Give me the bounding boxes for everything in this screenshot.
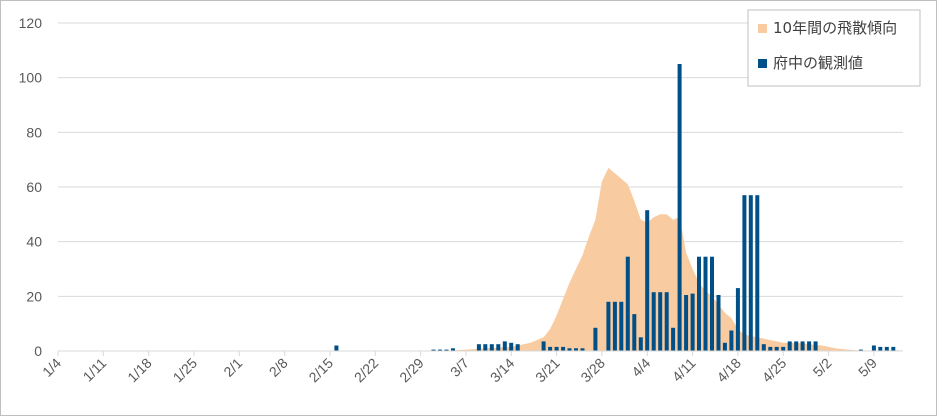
bar-observed bbox=[871, 345, 876, 351]
bar-observed bbox=[755, 195, 760, 351]
bar-observed bbox=[787, 341, 792, 351]
bar-observed bbox=[794, 341, 799, 351]
bar-observed bbox=[807, 341, 812, 351]
x-tick-label: 2/1 bbox=[220, 355, 245, 380]
bar-observed bbox=[884, 346, 889, 351]
bar-observed bbox=[858, 349, 863, 351]
x-tick-label: 1/18 bbox=[124, 355, 155, 386]
x-tick-label: 1/4 bbox=[39, 355, 64, 380]
x-tick-label: 2/8 bbox=[266, 355, 291, 380]
legend-swatch-trend bbox=[758, 24, 767, 33]
x-tick-label: 1/11 bbox=[80, 355, 110, 385]
bar-observed bbox=[716, 295, 721, 351]
bar-observed bbox=[567, 348, 572, 351]
bar-series-layer bbox=[334, 64, 896, 351]
bar-observed bbox=[651, 292, 656, 351]
x-tick-label: 3/21 bbox=[532, 355, 563, 386]
bar-observed bbox=[554, 346, 559, 351]
bar-observed bbox=[690, 293, 695, 351]
bar-observed bbox=[658, 292, 663, 351]
x-tick-label: 2/29 bbox=[396, 355, 427, 386]
x-tick-label: 4/25 bbox=[759, 355, 790, 386]
bar-observed bbox=[334, 345, 339, 351]
bar-observed bbox=[878, 346, 883, 351]
legend-label-trend: 10年間の飛散傾向 bbox=[773, 19, 897, 37]
bar-observed bbox=[671, 327, 676, 351]
bar-observed bbox=[496, 344, 501, 351]
legend-box bbox=[747, 9, 921, 87]
legend-swatch-observed bbox=[758, 59, 767, 68]
bar-observed bbox=[451, 348, 455, 351]
x-tick-label: 1/25 bbox=[170, 355, 201, 386]
bar-observed bbox=[574, 348, 578, 351]
area-series-layer bbox=[440, 167, 900, 351]
bar-observed bbox=[502, 341, 507, 351]
bar-observed bbox=[619, 301, 624, 351]
bar-observed bbox=[515, 344, 520, 351]
bar-observed bbox=[561, 346, 566, 351]
bar-observed bbox=[761, 344, 766, 351]
bar-observed bbox=[664, 292, 669, 351]
x-tick-label: 4/4 bbox=[628, 355, 653, 380]
x-tick-label: 2/15 bbox=[305, 355, 336, 386]
y-tick-label: 20 bbox=[26, 288, 42, 304]
y-tick-label: 80 bbox=[26, 124, 42, 140]
bar-observed bbox=[722, 342, 727, 351]
bar-observed bbox=[748, 195, 753, 351]
bar-observed bbox=[625, 256, 630, 351]
bar-observed bbox=[677, 64, 682, 351]
bar-observed bbox=[735, 288, 740, 351]
bar-observed bbox=[489, 344, 494, 351]
x-tick-label: 4/18 bbox=[713, 355, 744, 386]
bar-observed bbox=[781, 346, 786, 351]
y-tick-label: 60 bbox=[26, 179, 42, 195]
bar-observed bbox=[483, 344, 488, 351]
bar-observed bbox=[509, 342, 514, 351]
bar-observed bbox=[541, 341, 546, 351]
bar-observed bbox=[612, 301, 617, 351]
bar-observed bbox=[593, 327, 598, 351]
bar-observed bbox=[742, 195, 747, 351]
bar-observed bbox=[891, 346, 896, 351]
bar-observed bbox=[606, 301, 611, 351]
bar-observed bbox=[774, 346, 779, 351]
legend: 10年間の飛散傾向 府中の観測値 bbox=[747, 9, 921, 87]
bar-observed bbox=[703, 256, 708, 351]
bar-observed bbox=[580, 348, 585, 351]
y-tick-label: 120 bbox=[19, 15, 43, 31]
x-tick-label: 3/14 bbox=[487, 355, 518, 386]
y-tick-label: 0 bbox=[34, 343, 42, 359]
bar-observed bbox=[800, 341, 805, 351]
x-tick-label: 2/22 bbox=[351, 355, 382, 386]
bar-observed bbox=[431, 349, 436, 351]
y-tick-label: 40 bbox=[26, 234, 42, 250]
bar-observed bbox=[476, 344, 481, 351]
legend-label-observed: 府中の観測値 bbox=[773, 54, 863, 72]
bar-observed bbox=[632, 314, 637, 351]
bar-observed bbox=[710, 256, 714, 351]
bar-observed bbox=[697, 256, 701, 351]
bar-observed bbox=[645, 210, 650, 351]
x-tick-label: 5/9 bbox=[855, 355, 880, 380]
y-tick-label: 100 bbox=[19, 70, 43, 86]
bar-observed bbox=[684, 295, 689, 351]
bar-observed bbox=[729, 330, 734, 351]
x-tick-label: 4/11 bbox=[669, 355, 699, 385]
bar-observed bbox=[444, 349, 449, 351]
bar-observed bbox=[548, 346, 553, 351]
bar-observed bbox=[813, 341, 818, 351]
bar-observed bbox=[638, 337, 643, 351]
x-tick-label: 3/28 bbox=[577, 355, 608, 386]
area-series-trend bbox=[440, 167, 900, 351]
bar-observed bbox=[768, 346, 773, 351]
bar-observed bbox=[438, 349, 442, 351]
gridlines bbox=[58, 22, 903, 297]
x-tick-label: 3/7 bbox=[447, 355, 472, 380]
x-tick-label: 5/2 bbox=[810, 355, 835, 380]
